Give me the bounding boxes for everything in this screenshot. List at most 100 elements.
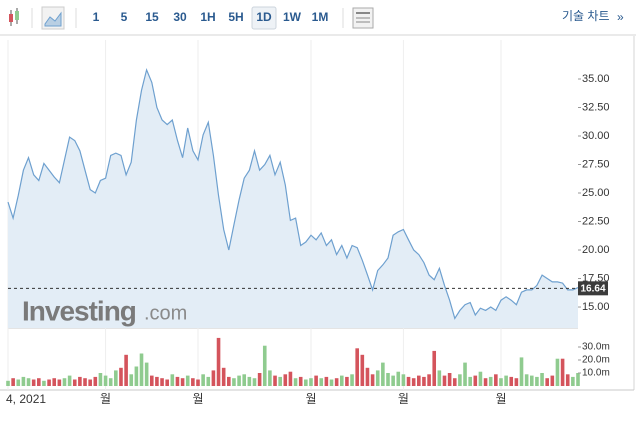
volume-bar — [499, 378, 503, 386]
chart-link-icon[interactable]: » — [617, 10, 624, 24]
volume-bar — [494, 374, 498, 386]
volume-bar — [417, 375, 421, 386]
volume-bar — [21, 376, 26, 386]
y-tick-label: 15.00 — [582, 301, 610, 313]
interval-button[interactable]: 1M — [312, 10, 329, 24]
volume-bar — [560, 358, 565, 386]
volume-bar — [468, 376, 472, 386]
volume-bar — [211, 370, 216, 386]
volume-bar — [180, 378, 185, 386]
volume-bar — [262, 345, 267, 386]
volume-bar — [165, 379, 169, 386]
volume-bar — [447, 373, 452, 386]
volume-bar — [237, 375, 241, 386]
watermark: Investing .com — [22, 295, 187, 326]
volume-bar — [391, 375, 395, 386]
volume-bar — [6, 380, 10, 386]
volume-bar — [293, 378, 298, 386]
volume-bar — [232, 378, 236, 386]
volume-bar — [206, 376, 211, 386]
area — [8, 69, 578, 329]
interval-button[interactable]: 15 — [145, 10, 159, 24]
volume-bar — [545, 378, 549, 386]
volume-bar — [375, 370, 380, 386]
interval-button[interactable]: 1 — [93, 10, 100, 24]
volume-bar — [170, 374, 175, 386]
interval-button[interactable]: 5H — [228, 10, 243, 24]
volume-bar — [324, 376, 329, 386]
volume-bar — [114, 370, 118, 386]
volume-bar — [185, 375, 190, 386]
volume-bar — [334, 378, 339, 386]
volume-bar — [78, 376, 82, 386]
volume-bar — [504, 375, 508, 386]
x-tick-label: 월 — [398, 392, 409, 406]
volume-bar — [252, 378, 257, 386]
x-tick-label: 월 — [100, 392, 111, 406]
interval-button[interactable]: 1W — [283, 10, 302, 24]
volume-bar — [155, 376, 159, 386]
volume-bar — [16, 379, 21, 386]
volume-bar — [273, 375, 277, 386]
volume-bar — [381, 362, 385, 386]
volume-bar — [360, 354, 365, 386]
y-tick-label: 20.0m — [582, 355, 610, 366]
volume-bar — [139, 353, 144, 386]
line — [7, 67, 579, 320]
volume-bar — [535, 376, 539, 386]
volume-bar — [319, 378, 324, 386]
y-tick-label: 30.0m — [582, 342, 610, 353]
interval-button[interactable]: 30 — [173, 10, 187, 24]
volume-bar — [442, 375, 447, 386]
volume-bar — [309, 378, 313, 386]
volume-bar — [227, 376, 231, 386]
volume-bar — [160, 378, 164, 386]
volume-bar — [509, 376, 514, 386]
x-tick-label: 월 — [305, 392, 316, 406]
volume-bar — [401, 374, 406, 386]
volume-bar — [571, 376, 575, 386]
candle-icon[interactable] — [9, 8, 19, 26]
volume-bar — [339, 375, 344, 386]
volume-bar — [365, 367, 370, 386]
volume-bar — [47, 379, 51, 386]
interval-button[interactable]: 5 — [121, 10, 128, 24]
volume-bar — [278, 376, 282, 386]
volume-bar — [124, 354, 128, 386]
toolbar — [0, 0, 636, 35]
interval-button[interactable]: 1H — [200, 10, 215, 24]
y-tick-label: 32.50 — [582, 101, 610, 113]
volume-bar — [149, 375, 154, 386]
volume-bar — [355, 348, 359, 386]
interval-button[interactable]: 1D — [256, 10, 272, 24]
x-tick-label: 4, 2021 — [6, 392, 46, 406]
interval-active-bg — [251, 6, 277, 30]
area-icon[interactable] — [41, 6, 65, 30]
volume-bar — [11, 378, 15, 386]
y-tick-label: 27.50 — [582, 158, 610, 170]
volume-bar — [119, 367, 123, 386]
y-tick-label: 25.00 — [582, 187, 610, 199]
volume-bar — [411, 378, 416, 386]
volume-bar — [52, 378, 57, 386]
volume-bar — [88, 379, 92, 386]
volume-bar — [432, 350, 437, 386]
volume-bar — [540, 373, 544, 386]
chart-link[interactable]: 기술 차트 — [562, 9, 610, 23]
volume-bar — [134, 366, 139, 386]
volume-bar — [67, 375, 72, 386]
y-tick-label: 10.0m — [582, 368, 610, 379]
volume-bar — [57, 379, 62, 386]
volume-bar — [103, 375, 108, 386]
volume-bar — [62, 378, 67, 386]
y-tick-label: 22.50 — [582, 215, 610, 227]
volume-bar — [519, 357, 524, 386]
table-icon[interactable] — [352, 7, 374, 29]
volume-bar — [216, 337, 221, 386]
volume-bar — [257, 373, 262, 386]
x-tick-label: 월 — [192, 392, 203, 406]
volume-bar — [422, 376, 426, 386]
volume-bar — [458, 374, 462, 386]
volume-bar — [83, 378, 87, 386]
